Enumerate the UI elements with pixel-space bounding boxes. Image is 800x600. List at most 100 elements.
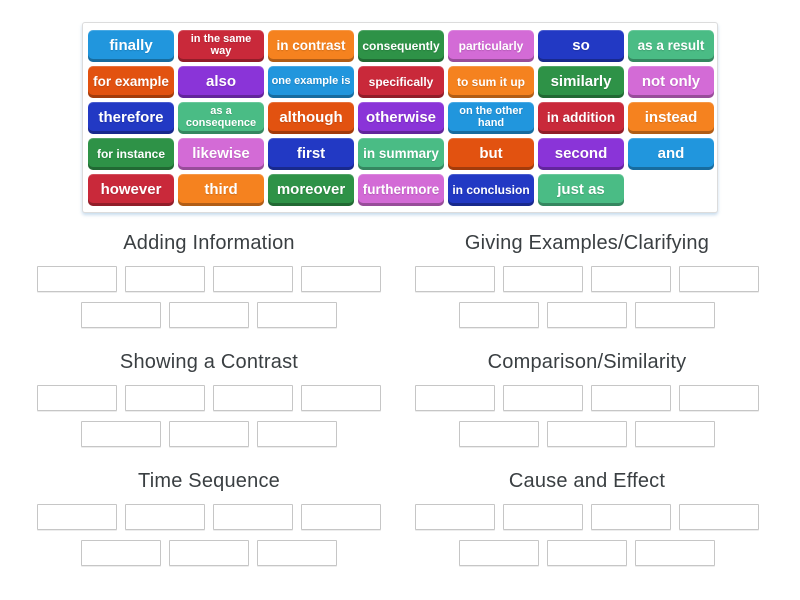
slot-row-top — [37, 504, 381, 530]
tile-in-summary[interactable]: in summary — [358, 138, 444, 170]
word-tile-label: on the other hand — [459, 105, 523, 129]
tile-one-example-is[interactable]: one example is — [268, 66, 354, 98]
answer-slot[interactable] — [301, 504, 381, 530]
answer-slot[interactable] — [547, 540, 627, 566]
answer-slot[interactable] — [547, 421, 627, 447]
tile-to-sum-it-up[interactable]: to sum it up — [448, 66, 534, 98]
answer-slot[interactable] — [81, 421, 161, 447]
tile-not-only[interactable]: not only — [628, 66, 714, 98]
word-tile-label: also — [205, 73, 236, 91]
group-adding-information: Adding Information — [37, 230, 381, 328]
tile-in-conclusion[interactable]: in conclusion — [448, 174, 534, 206]
answer-slot[interactable] — [257, 302, 337, 328]
word-tile-label: and — [657, 145, 685, 163]
tile-instead[interactable]: instead — [628, 102, 714, 134]
answer-slot[interactable] — [301, 385, 381, 411]
word-tile-label: furthermore — [362, 181, 440, 197]
word-tile-label: consequently — [362, 38, 440, 53]
answer-slot[interactable] — [125, 504, 205, 530]
answer-slot[interactable] — [213, 266, 293, 292]
tile-although[interactable]: although — [268, 102, 354, 134]
answer-slot[interactable] — [591, 266, 671, 292]
tile-similarly[interactable]: similarly — [538, 66, 624, 98]
slot-row-bottom — [37, 302, 381, 328]
tile-in-addition[interactable]: in addition — [538, 102, 624, 134]
tile-however[interactable]: however — [88, 174, 174, 206]
tile-first[interactable]: first — [268, 138, 354, 170]
answer-slot[interactable] — [635, 421, 715, 447]
tile-also[interactable]: also — [178, 66, 264, 98]
answer-slot[interactable] — [635, 540, 715, 566]
tile-for-instance[interactable]: for instance — [88, 138, 174, 170]
answer-slot[interactable] — [125, 266, 205, 292]
answer-slot[interactable] — [169, 302, 249, 328]
tile-in-contrast[interactable]: in contrast — [268, 30, 354, 62]
tile-so[interactable]: so — [538, 30, 624, 62]
answer-slot[interactable] — [213, 385, 293, 411]
word-bank-grid: finally in the same way in contrast cons… — [88, 30, 714, 206]
tile-as-a-consequence[interactable]: as a consequence — [178, 102, 264, 134]
tile-on-the-other-hand[interactable]: on the other hand — [448, 102, 534, 134]
answer-slot[interactable] — [459, 421, 539, 447]
tile-and[interactable]: and — [628, 138, 714, 170]
answer-slot[interactable] — [547, 302, 627, 328]
tile-second[interactable]: second — [538, 138, 624, 170]
word-tile-label: in addition — [546, 109, 616, 125]
word-tile-label: in summary — [363, 145, 439, 161]
tile-likewise[interactable]: likewise — [178, 138, 264, 170]
answer-slot[interactable] — [81, 302, 161, 328]
answer-slot[interactable] — [503, 504, 583, 530]
word-tile-label: therefore — [98, 109, 164, 127]
answer-slot[interactable] — [169, 421, 249, 447]
tile-third[interactable]: third — [178, 174, 264, 206]
answer-slot[interactable] — [415, 504, 495, 530]
answer-slot[interactable] — [37, 385, 117, 411]
tile-for-example[interactable]: for example — [88, 66, 174, 98]
tile-moreover[interactable]: moreover — [268, 174, 354, 206]
category-title: Giving Examples/Clarifying — [464, 232, 710, 254]
answer-slot[interactable] — [503, 266, 583, 292]
category-title: Adding Information — [123, 232, 295, 254]
answer-slot[interactable] — [301, 266, 381, 292]
tile-otherwise[interactable]: otherwise — [358, 102, 444, 134]
group-comparison-similarity: Comparison/Similarity — [415, 349, 759, 447]
tile-in-the-same-way[interactable]: in the same way — [178, 30, 264, 62]
answer-slot[interactable] — [415, 266, 495, 292]
answer-slot[interactable] — [81, 540, 161, 566]
answer-slot[interactable] — [459, 302, 539, 328]
tile-consequently[interactable]: consequently — [358, 30, 444, 62]
answer-slot[interactable] — [37, 504, 117, 530]
word-tile-label: moreover — [276, 181, 346, 199]
slot-row-bottom — [415, 540, 759, 566]
word-tile-label: in the same way — [190, 33, 252, 57]
tile-finally[interactable]: finally — [88, 30, 174, 62]
word-tile-label: finally — [109, 37, 153, 55]
tile-specifically[interactable]: specifically — [358, 66, 444, 98]
tile-but[interactable]: but — [448, 138, 534, 170]
answer-slot[interactable] — [635, 302, 715, 328]
word-bank-panel: finally in the same way in contrast cons… — [82, 22, 718, 213]
answer-slot[interactable] — [415, 385, 495, 411]
answer-slot[interactable] — [591, 504, 671, 530]
tile-therefore[interactable]: therefore — [88, 102, 174, 134]
tile-furthermore[interactable]: furthermore — [358, 174, 444, 206]
answer-slot[interactable] — [679, 266, 759, 292]
answer-slot[interactable] — [257, 421, 337, 447]
word-tile-label: for example — [93, 73, 169, 89]
answer-slot[interactable] — [459, 540, 539, 566]
tile-just-as[interactable]: just as — [538, 174, 624, 206]
answer-slot[interactable] — [37, 266, 117, 292]
answer-slot[interactable] — [679, 504, 759, 530]
group-giving-examples-clarifying: Giving Examples/Clarifying — [415, 230, 759, 328]
answer-slot[interactable] — [169, 540, 249, 566]
answer-slot[interactable] — [591, 385, 671, 411]
answer-slot[interactable] — [125, 385, 205, 411]
word-tile-label: so — [572, 37, 590, 55]
answer-slot[interactable] — [213, 504, 293, 530]
answer-slot[interactable] — [257, 540, 337, 566]
answer-slot[interactable] — [503, 385, 583, 411]
answer-slot[interactable] — [679, 385, 759, 411]
tile-as-a-result[interactable]: as a result — [628, 30, 714, 62]
tile-particularly[interactable]: particularly — [448, 30, 534, 62]
word-tile-label: specifically — [368, 74, 434, 89]
